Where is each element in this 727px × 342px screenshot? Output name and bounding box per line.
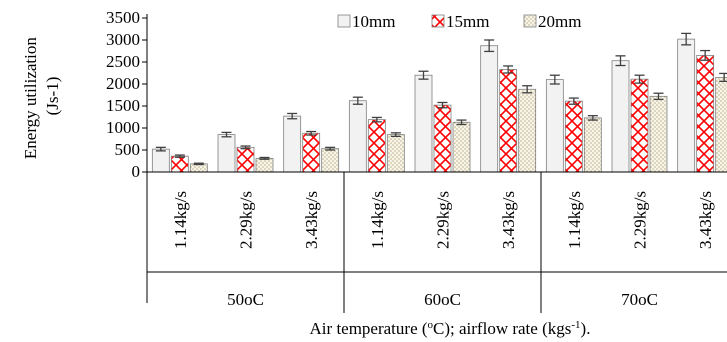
bar-10mm — [611, 60, 630, 173]
category-label: 3.43kg/s — [696, 191, 715, 249]
bar-15mm — [433, 104, 452, 173]
group-label: 60oC — [424, 290, 461, 309]
group-label: 50oC — [227, 290, 264, 309]
category-label: 1.14kg/s — [565, 191, 584, 249]
bar-15mm — [302, 132, 321, 173]
category-label: 2.29kg/s — [237, 191, 256, 249]
bar-15mm — [236, 146, 255, 173]
x-axis: 1.14kg/s 2.29kg/s 3.43kg/s 50oC 1.14kg/s 2.29… — [147, 171, 727, 313]
legend-swatch-20mm — [523, 14, 537, 28]
x-axis-title-main: Air temperature ( — [310, 319, 428, 338]
legend-swatch-15mm — [431, 14, 445, 28]
x-axis-title-mid: C); airflow rate (kgs — [433, 319, 571, 338]
category-label: 3.43kg/s — [302, 191, 321, 249]
bar-15mm — [367, 119, 386, 173]
bar-20mm — [321, 148, 340, 173]
bar-10mm — [217, 134, 236, 173]
bar-15mm — [696, 55, 715, 173]
category-label: 3.43kg/s — [499, 191, 518, 249]
y-tick-label: 3500 — [106, 8, 140, 27]
bar-20mm — [386, 134, 405, 173]
legend-label-15mm: 15mm — [446, 12, 489, 31]
plot-area — [151, 32, 727, 173]
y-axis-title: Energy utilization (Js-1) — [21, 33, 62, 159]
y-tick-label: 2500 — [106, 52, 140, 71]
group-label: 70oC — [621, 290, 658, 309]
y-tick-label: 1000 — [106, 118, 140, 137]
y-tick-label: 500 — [115, 140, 141, 159]
y-tick-label: 3000 — [106, 30, 140, 49]
x-axis-title: Air temperature (oC); airflow rate (kgs-… — [310, 319, 591, 338]
bar-20mm — [255, 157, 274, 173]
bar-20mm — [452, 121, 471, 173]
y-tick-label: 2000 — [106, 74, 140, 93]
bar-15mm — [564, 100, 583, 173]
y-axis-title-line1: Energy utilization — [21, 37, 40, 159]
bar-10mm — [480, 45, 499, 173]
bar-10mm — [414, 74, 433, 173]
category-label: 1.14kg/s — [368, 191, 387, 249]
bar-10mm — [545, 79, 564, 173]
bar-20mm — [518, 88, 537, 173]
bar-10mm — [151, 148, 170, 173]
category-label: 1.14kg/s — [171, 191, 190, 249]
y-tick-label: 1500 — [106, 96, 140, 115]
y-axis: 0 500 1000 1500 2000 2500 3000 3500 — [106, 8, 148, 303]
bar-15mm — [170, 155, 189, 173]
x-axis-title-end: ). — [581, 319, 591, 338]
y-axis-title-line2: (Js-1) — [43, 77, 62, 116]
x-axis-title-sup-o: o — [428, 319, 434, 331]
legend-swatch-10mm — [337, 14, 351, 28]
legend-label-20mm: 20mm — [538, 12, 581, 31]
y-tick-label: 0 — [132, 162, 141, 181]
bar-20mm — [649, 95, 668, 173]
bar-10mm — [283, 115, 302, 173]
category-label: 2.29kg/s — [434, 191, 453, 249]
bar-10mm — [677, 38, 696, 173]
bar-20mm — [583, 117, 602, 173]
x-axis-title-sup-minus1: -1 — [571, 319, 580, 331]
legend-label-10mm: 10mm — [352, 12, 395, 31]
legend: 10mm 15mm 20mm — [337, 12, 581, 31]
bar-10mm — [348, 100, 367, 173]
bar-20mm — [715, 77, 727, 173]
bar-15mm — [630, 78, 649, 173]
category-label: 2.29kg/s — [631, 191, 650, 249]
bar-15mm — [499, 69, 518, 173]
